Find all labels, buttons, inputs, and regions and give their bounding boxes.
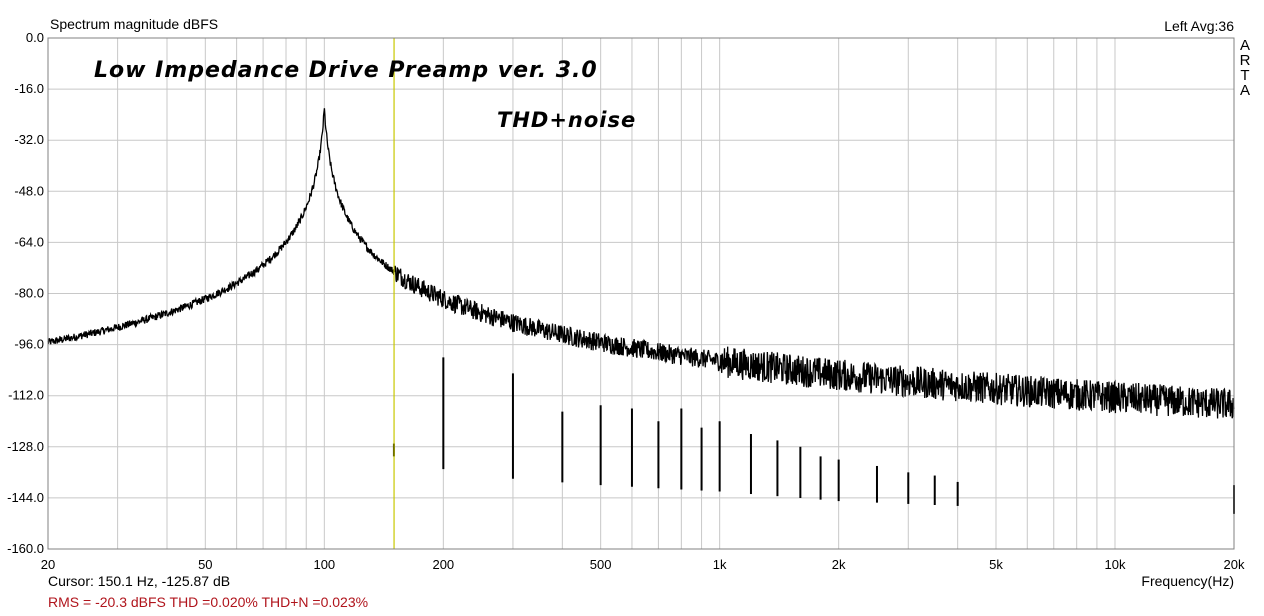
x-tick-label: 5k — [989, 557, 1003, 572]
trace-layer — [47, 108, 1235, 514]
spectrum-trace — [47, 108, 1235, 419]
y-tick-label: -32.0 — [14, 132, 44, 147]
stats-line: RMS = -20.3 dBFS THD =0.020% THD+N =0.02… — [48, 594, 369, 610]
x-axis-label: Frequency(Hz) — [1141, 573, 1234, 589]
y-tick-label: -64.0 — [14, 234, 44, 249]
y-tick-label: -96.0 — [14, 337, 44, 352]
x-tick-label: 20 — [41, 557, 55, 572]
plot-title: Spectrum magnitude dBFS — [50, 16, 219, 32]
logo-letter: A — [1239, 82, 1250, 99]
y-tick-label: -112.0 — [8, 388, 44, 403]
arta-logo: A R T A — [1238, 38, 1252, 98]
logo-letter: R — [1239, 52, 1251, 69]
y-tick-label: -80.0 — [14, 286, 44, 301]
y-tick-label: -160.0 — [7, 541, 44, 556]
x-tick-label: 10k — [1105, 557, 1126, 572]
cursor-readout: Cursor: 150.1 Hz, -125.87 dB — [48, 573, 231, 589]
y-tick-label: -128.0 — [7, 439, 44, 454]
plot-frame — [47, 37, 1235, 550]
x-tick-label: 2k — [832, 557, 846, 572]
channel-label: Left Avg:36 — [1164, 18, 1234, 34]
tick-layer: 0.0 -16.0 -32.0 -48.0 -64.0 -80.0 -96.0 -112.0 -… — [7, 30, 1245, 572]
x-tick-label: 200 — [432, 557, 454, 572]
grid-layer — [47, 37, 1235, 550]
logo-letter: T — [1240, 67, 1250, 84]
y-tick-label: 0.0 — [26, 30, 44, 45]
plot-heading: Low Impedance Drive Preamp ver. 3.0 — [94, 58, 598, 83]
x-tick-label: 50 — [198, 557, 212, 572]
x-tick-label: 100 — [313, 557, 335, 572]
y-tick-label: -48.0 — [14, 183, 44, 198]
x-tick-label: 20k — [1224, 557, 1245, 572]
x-tick-label: 1k — [713, 557, 727, 572]
logo-letter: A — [1239, 37, 1250, 54]
y-tick-label: -16.0 — [14, 81, 44, 96]
x-tick-label: 500 — [590, 557, 612, 572]
y-tick-label: -144.0 — [7, 490, 44, 505]
plot-subheading: THD+noise — [497, 108, 637, 132]
